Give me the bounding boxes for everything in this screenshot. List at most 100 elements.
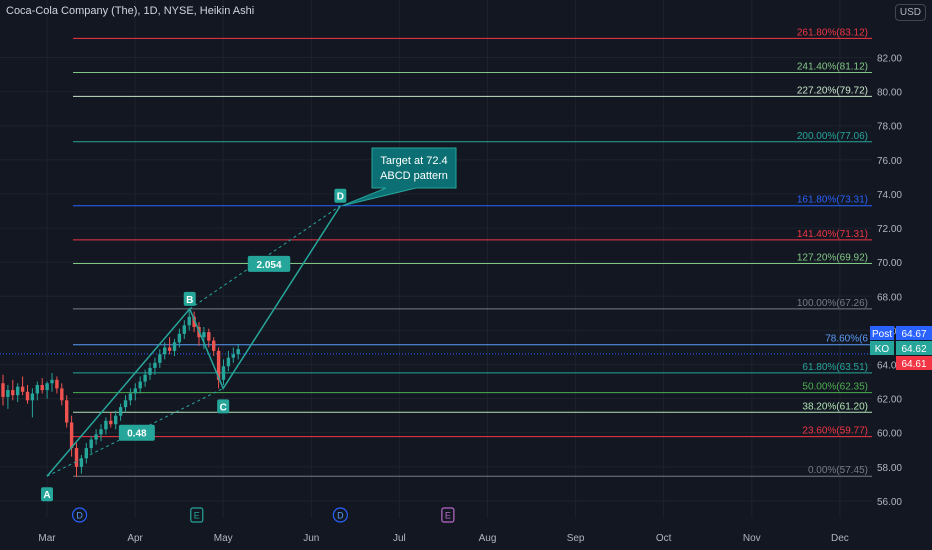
currency-badge[interactable]: USD xyxy=(894,4,926,21)
candle-body xyxy=(25,391,30,401)
candle-body xyxy=(118,407,123,416)
time-tick-label: Aug xyxy=(479,533,497,544)
price-tick-label: 60.00 xyxy=(877,429,902,440)
fib-level-label: 0.00%(57.45) xyxy=(808,465,868,476)
event-label: E xyxy=(445,511,451,521)
candle-body xyxy=(65,400,69,423)
candle-body xyxy=(30,393,35,401)
candle-body xyxy=(89,439,93,449)
price-tag-name: Post xyxy=(872,329,892,340)
candle-body xyxy=(84,448,88,459)
candle-body xyxy=(99,429,103,435)
price-tags: Post 64.67 KO 64.62 64.61 xyxy=(870,326,932,370)
earnings-marker xyxy=(190,507,204,523)
candle-body xyxy=(55,379,59,389)
fib-level-label: 241.40%(81.12) xyxy=(797,62,868,73)
candle-body xyxy=(236,349,240,355)
price-tag-label-bg xyxy=(870,341,894,355)
fibonacci-extension[interactable]: 261.80%(83.12) 241.40%(81.12) 227.20%(79.7… xyxy=(0,27,872,477)
candle-body xyxy=(60,388,64,401)
point-label: A xyxy=(43,490,50,501)
price-tick-label: 68.00 xyxy=(877,292,902,303)
candle-body xyxy=(6,390,10,397)
price-tick-label: 82.00 xyxy=(877,54,902,65)
chart-title: Coca-Cola Company (The), 1D, NYSE, Heiki… xyxy=(6,5,255,17)
candle-body xyxy=(50,379,54,384)
price-tag-bg xyxy=(896,356,932,370)
candle-body xyxy=(143,374,147,382)
fib-level-label: 141.40%(71.31) xyxy=(797,229,868,240)
point-label: D xyxy=(337,192,344,203)
event-label: D xyxy=(337,511,344,521)
candle-body xyxy=(16,386,20,396)
candle-body xyxy=(128,393,133,401)
fib-level-label: 78.60%(6 xyxy=(825,334,868,345)
candle-body xyxy=(123,400,128,408)
fib-level-label: 127.20%(69.92) xyxy=(797,253,868,264)
fib-level-label: 200.00%(77.06) xyxy=(797,131,868,142)
candle-body xyxy=(104,420,108,430)
candle-body xyxy=(187,316,191,326)
candle-body xyxy=(138,381,142,389)
time-tick-label: Dec xyxy=(831,533,849,544)
ratio-badge xyxy=(247,255,291,272)
price-tick-label: 76.00 xyxy=(877,156,902,167)
price-tag-value: 64.62 xyxy=(901,344,926,355)
candle-body xyxy=(114,415,118,425)
price-tick-label: 74.00 xyxy=(877,190,902,201)
candle-body xyxy=(158,354,162,363)
chart-grid xyxy=(0,0,872,518)
time-tick-label: Mar xyxy=(38,533,56,544)
callout-line-2: ABCD pattern xyxy=(380,170,448,182)
price-tick-label: 64.00 xyxy=(877,361,902,372)
candle-body xyxy=(79,458,84,467)
candle-body xyxy=(163,347,167,355)
candle-body xyxy=(94,434,98,440)
candle-body xyxy=(40,384,44,391)
point-badge xyxy=(217,399,230,414)
candle-body xyxy=(45,383,49,391)
candle-body xyxy=(167,347,172,351)
ratio-label: 2.054 xyxy=(256,260,281,271)
candle-body xyxy=(182,325,186,334)
candle-body xyxy=(226,357,231,367)
abcd-pattern[interactable]: A B C D 0.48 2.054 Target at 72.4 ABCD pattern xyxy=(41,147,457,502)
candle-body xyxy=(74,448,79,467)
price-axis[interactable]: 56.0058.0060.0062.0064.0066.0068.0070.00… xyxy=(872,0,932,550)
point-badge xyxy=(334,188,347,203)
candles xyxy=(1,308,240,478)
fib-level-label: 227.20%(79.72) xyxy=(797,85,868,96)
candle-body xyxy=(133,388,137,394)
price-tag-value: 64.67 xyxy=(901,329,926,340)
time-tick-label: Sep xyxy=(567,533,585,544)
event-label: D xyxy=(76,511,83,521)
price-tag-name: KO xyxy=(875,344,890,355)
price-tag-bg xyxy=(896,341,932,355)
candle-body xyxy=(177,333,182,343)
candle-body xyxy=(216,350,221,380)
time-tick-label: Jun xyxy=(303,533,319,544)
point-label: C xyxy=(220,402,227,413)
price-tick-label: 70.00 xyxy=(877,258,902,269)
price-tag-bg xyxy=(896,326,932,340)
candle-body xyxy=(20,386,25,392)
time-tick-label: Oct xyxy=(656,533,672,544)
abcd-path xyxy=(46,205,342,477)
point-badge xyxy=(41,487,53,502)
dividend-marker xyxy=(71,507,88,523)
candle-body xyxy=(192,316,196,327)
point-badge xyxy=(183,291,196,306)
price-tick-label: 62.00 xyxy=(877,395,902,406)
candle-body xyxy=(11,390,15,396)
time-tick-label: Jul xyxy=(393,533,406,544)
time-axis[interactable]: Mar Apr May Jun Jul Aug Sep Oct Nov Dec xyxy=(38,533,848,544)
earnings-marker xyxy=(441,507,455,523)
time-tick-label: May xyxy=(214,533,233,544)
price-tag-label-bg xyxy=(870,326,894,340)
fib-level-label: 261.80%(83.12) xyxy=(797,27,868,38)
candle-body xyxy=(221,366,226,380)
time-tick-label: Apr xyxy=(127,533,143,544)
ratio-label: 0.48 xyxy=(127,429,147,440)
